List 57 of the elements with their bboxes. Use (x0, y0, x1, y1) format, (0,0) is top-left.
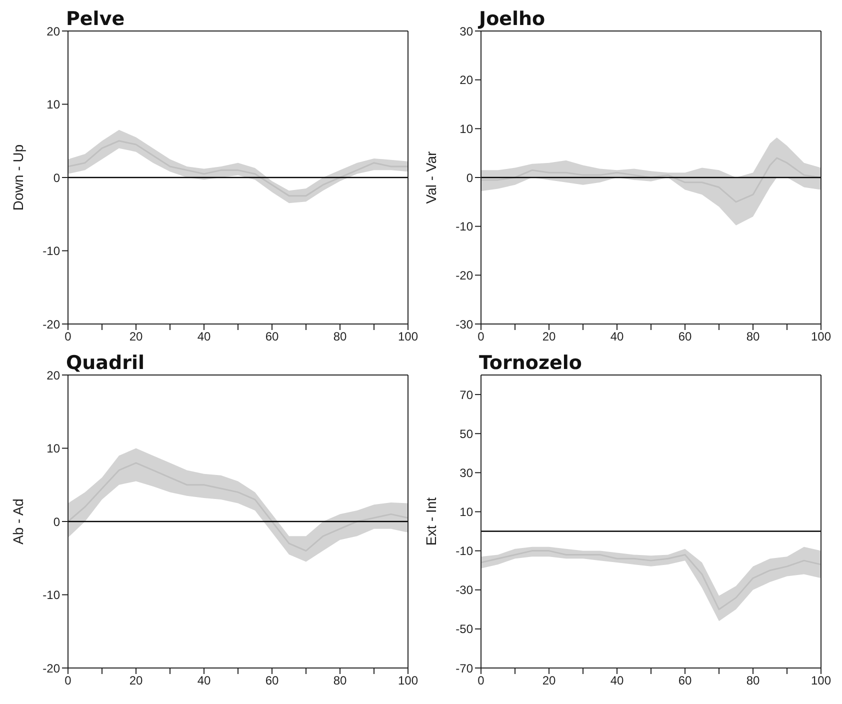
y-tick-label: 0 (53, 514, 60, 529)
y-axis-title: Val - Var (422, 150, 439, 204)
y-tick-label: 30 (460, 466, 474, 480)
x-tick-label: 40 (610, 674, 624, 688)
y-tick-label: -30 (456, 583, 474, 598)
y-tick-label: -50 (456, 622, 474, 636)
x-tick-label: 100 (398, 674, 418, 688)
y-tick-label: 0 (53, 170, 60, 185)
y-tick-label: -10 (42, 244, 60, 258)
x-tick-label: 40 (197, 674, 211, 688)
x-tick-label: 40 (610, 330, 624, 344)
y-tick-label: 20 (46, 368, 60, 382)
x-tick-label: 0 (64, 674, 72, 688)
y-tick-label: 30 (460, 24, 474, 38)
x-tick-label: 80 (746, 674, 760, 688)
y-tick-label: -20 (42, 661, 60, 676)
x-tick-label: 60 (678, 674, 692, 688)
x-tick-label: 20 (129, 330, 143, 344)
x-tick-label: 0 (478, 330, 485, 344)
y-tick-label: -10 (42, 588, 60, 602)
y-axis-title: Ab - Ad (10, 498, 26, 544)
chart-title: Quadril (66, 352, 144, 374)
y-tick-label: -10 (456, 544, 474, 558)
x-tick-label: 0 (478, 674, 485, 688)
x-tick-label: 80 (746, 330, 760, 344)
x-tick-label: 20 (129, 674, 143, 688)
y-tick-label: -10 (456, 220, 474, 234)
x-tick-label: 100 (398, 330, 418, 344)
y-axis-title: Ext - Int (422, 497, 439, 546)
x-tick-label: 60 (265, 674, 279, 688)
x-tick-label: 40 (197, 330, 211, 344)
y-tick-label: 20 (460, 73, 474, 88)
chart-title: Joelho (479, 8, 546, 30)
y-tick-label: 10 (460, 504, 474, 519)
y-tick-label: 0 (466, 170, 474, 185)
x-tick-label: 20 (542, 674, 556, 688)
y-tick-label: -20 (42, 317, 60, 332)
chart-title: Pelve (66, 8, 125, 30)
y-tick-label: 10 (460, 122, 474, 136)
y-tick-label: 10 (46, 442, 60, 456)
y-tick-label: 50 (460, 426, 474, 441)
x-tick-label: 20 (542, 330, 556, 344)
y-tick-label: 20 (46, 24, 60, 38)
x-tick-label: 80 (333, 330, 347, 344)
x-tick-label: 60 (265, 330, 279, 344)
y-axis-title: Down - Up (10, 144, 26, 211)
x-tick-label: 100 (810, 674, 832, 688)
y-tick-label: -20 (456, 268, 474, 282)
y-tick-label: 70 (460, 388, 474, 402)
chart-title: Tornozelo (479, 352, 582, 374)
x-tick-label: 100 (810, 330, 832, 344)
x-tick-label: 0 (64, 330, 72, 344)
x-tick-label: 60 (678, 330, 692, 344)
x-tick-label: 80 (333, 674, 347, 688)
y-tick-label: -30 (456, 317, 474, 332)
y-tick-label: -70 (456, 661, 474, 676)
y-tick-label: 10 (46, 98, 60, 112)
